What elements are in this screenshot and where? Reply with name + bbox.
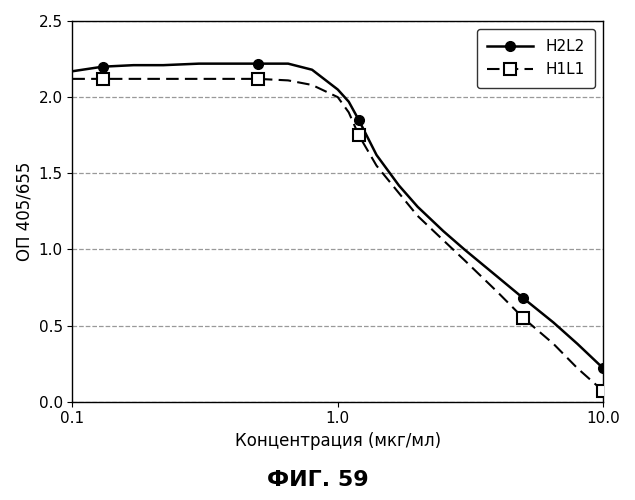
X-axis label: Концентрация (мкг/мл): Концентрация (мкг/мл) [235, 432, 441, 450]
Y-axis label: ОП 405/655: ОП 405/655 [15, 162, 33, 261]
Legend: H2L2, H1L1: H2L2, H1L1 [477, 28, 596, 88]
Text: ФИГ. 59: ФИГ. 59 [267, 470, 368, 490]
